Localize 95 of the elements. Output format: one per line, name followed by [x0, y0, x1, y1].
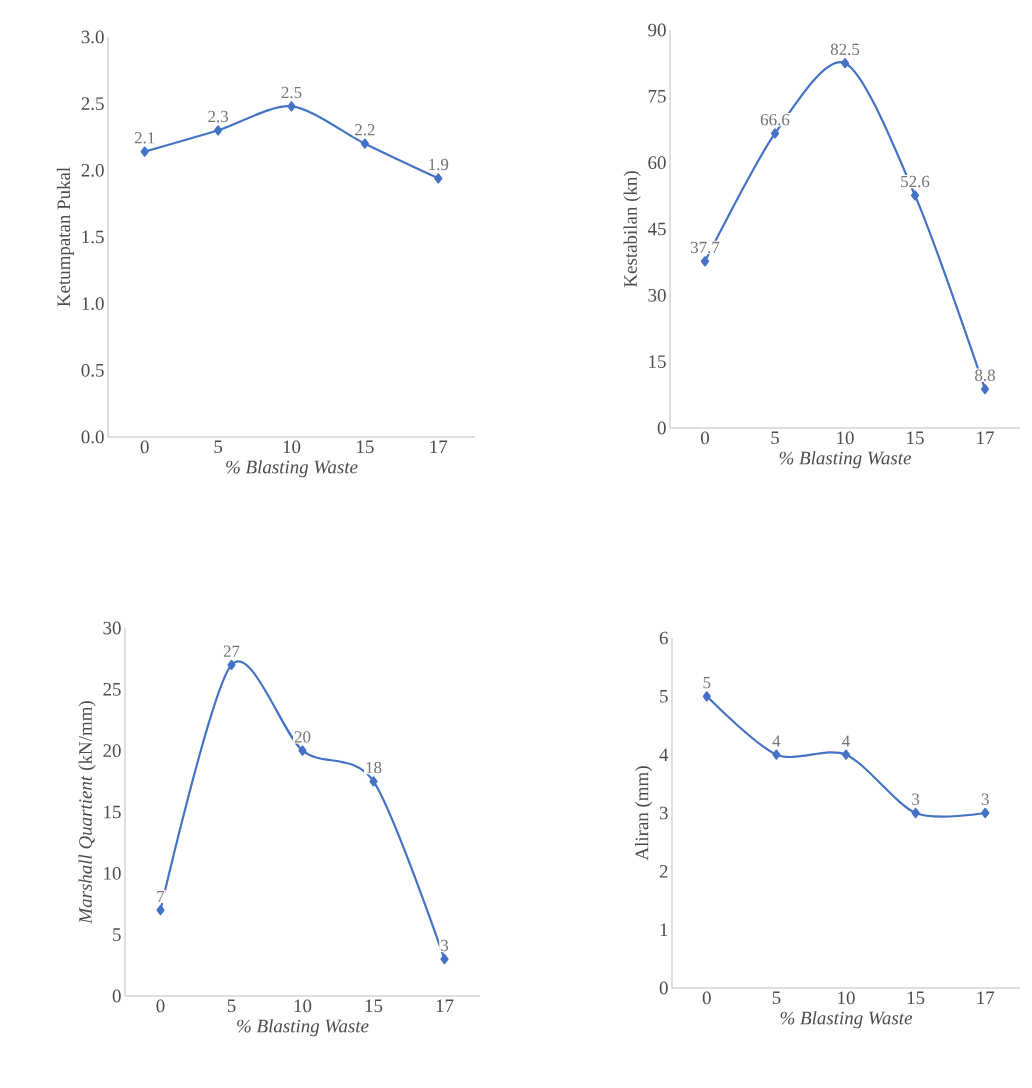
x-tick-label: 0 [702, 991, 711, 1005]
point [702, 691, 711, 702]
point [911, 807, 920, 819]
y-tick-label: 25 [103, 682, 121, 696]
x-tick-label: 17 [430, 440, 448, 453]
y-tick-label: 45 [647, 222, 666, 236]
x-tick-label: 5 [227, 999, 236, 1013]
data-label: 52.6 [901, 175, 930, 188]
y-tick-label: 1 [660, 923, 668, 936]
point [227, 659, 236, 670]
y-tick-label: 75 [648, 90, 666, 103]
x-tick-label: 17 [436, 999, 454, 1013]
data-label: 3 [912, 793, 920, 805]
y-tick-label: 1.0 [82, 297, 104, 311]
point [369, 776, 378, 787]
point [840, 58, 850, 69]
y-tick-label: 90 [648, 23, 666, 37]
y-tick-label: 30 [103, 621, 121, 635]
point [841, 749, 851, 760]
x-tick-label: 0 [700, 431, 710, 445]
x-tick-label: 15 [357, 440, 374, 454]
point [980, 383, 990, 395]
x-tick-label: 10 [838, 991, 855, 1005]
y-tick-label: 1.5 [82, 230, 104, 244]
point [700, 256, 710, 267]
y-tick-label: 4 [659, 748, 669, 761]
data-label: 37.7 [691, 241, 720, 254]
data-label: 18 [366, 761, 382, 774]
y-tick-label: 0.5 [81, 363, 104, 377]
x-tick-label: 10 [283, 440, 301, 454]
y-tick-label: 15 [104, 805, 121, 819]
point [298, 745, 307, 756]
y-tick-label: 0 [657, 421, 666, 435]
x-tick-label: 15 [907, 991, 925, 1005]
y-tick-label: 10 [104, 866, 121, 880]
point [156, 905, 165, 916]
x-tick-label: 5 [771, 431, 779, 445]
point [981, 807, 990, 819]
y-tick-label: 5 [660, 690, 668, 703]
y-axis-title: Ketumpatan Pukal [56, 167, 74, 307]
point [360, 138, 369, 149]
y-tick-label: 3.0 [81, 30, 104, 44]
x-tick-label: 5 [772, 991, 781, 1005]
data-label: 20 [294, 731, 311, 743]
point [772, 749, 781, 760]
point [287, 101, 296, 112]
x-tick-label: 17 [977, 991, 995, 1005]
data-label: 66.6 [760, 113, 790, 126]
x-tick-label: 0 [140, 440, 149, 454]
data-label: 4 [842, 735, 850, 747]
x-tick-label: 17 [977, 431, 994, 444]
data-label: 3 [441, 939, 449, 952]
x-tick-label: 10 [837, 431, 854, 445]
point [140, 146, 149, 157]
data-label: 82.5 [830, 43, 860, 56]
data-label: 4 [772, 735, 781, 747]
x-tick-label: 5 [214, 440, 223, 454]
y-tick-label: 2.5 [81, 97, 104, 111]
data-label: 7 [157, 890, 165, 903]
x-tick-label: 10 [294, 999, 312, 1013]
x-axis-title: % Blasting Waste [226, 460, 358, 478]
data-label: 27 [223, 645, 240, 657]
data-label: 5 [703, 677, 711, 689]
data-label: 8.8 [975, 369, 995, 381]
y-tick-label: 5 [113, 928, 121, 941]
x-tick-label: 15 [365, 999, 383, 1013]
y-tick-label: 0.0 [81, 430, 104, 444]
y-tick-label: 6 [659, 631, 668, 645]
point [910, 190, 920, 201]
y-axis-title: Kestabilan (kn) [623, 171, 641, 288]
data-label: 2.1 [134, 132, 155, 144]
point [214, 125, 223, 136]
y-tick-label: 3 [659, 806, 668, 820]
y-tick-label: 15 [649, 355, 666, 368]
x-axis-title: % Blasting Waste [780, 1011, 913, 1029]
data-label: 2.2 [355, 124, 375, 136]
x-axis-title: % Blasting Waste [237, 1019, 369, 1037]
data-label: 2.3 [208, 110, 229, 123]
y-tick-label: 60 [648, 156, 666, 170]
y-tick-label: 0 [659, 981, 668, 995]
y-axis-title: Marshall Quartient (kN/mm) [78, 701, 96, 924]
y-tick-label: 20 [103, 744, 121, 758]
x-tick-label: 0 [156, 999, 165, 1013]
y-tick-label: 30 [648, 288, 666, 302]
y-tick-label: 2 [659, 865, 668, 878]
x-axis-title: % Blasting Waste [779, 451, 912, 469]
y-tick-label: 2.0 [81, 163, 104, 177]
point [440, 954, 449, 965]
x-tick-label: 15 [907, 431, 924, 445]
point [434, 173, 443, 184]
data-label: 1.9 [429, 158, 449, 171]
data-label: 2.5 [281, 86, 302, 99]
data-label: 3 [981, 793, 989, 805]
y-axis-title: Aliran (mm) [635, 766, 653, 861]
point [770, 128, 780, 139]
